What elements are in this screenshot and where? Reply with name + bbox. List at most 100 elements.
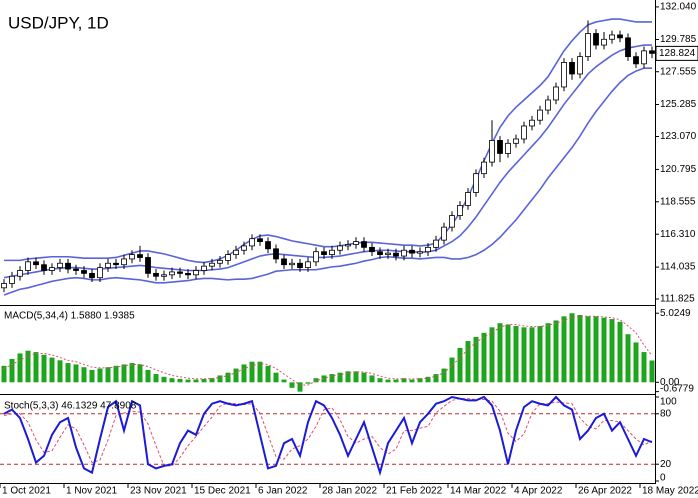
candle-body — [137, 254, 143, 258]
macd-bar — [145, 369, 151, 383]
candle-body — [273, 248, 279, 260]
candle-body — [417, 251, 423, 254]
stoch-main — [3, 395, 653, 477]
macd-bar — [9, 358, 15, 383]
x-tick-label: 14 Mar 2022 — [450, 486, 507, 497]
candle-body — [345, 244, 351, 247]
macd-bar — [441, 368, 447, 383]
macd-bar — [337, 372, 343, 383]
macd-bar — [561, 316, 567, 383]
y-tick-label: 0.00 — [660, 377, 680, 388]
y-tick-label: 0 — [660, 473, 666, 484]
candle-body — [569, 62, 575, 75]
x-tick-label: 18 May 2022 — [642, 486, 698, 497]
macd-bar — [73, 364, 79, 383]
macd-bar — [289, 382, 295, 388]
macd-bar — [265, 365, 271, 383]
candle-body — [257, 238, 263, 242]
candle-body — [297, 262, 303, 268]
candle-body — [561, 62, 567, 88]
macd-bar — [553, 320, 559, 383]
macd-bar — [281, 379, 287, 383]
macd-bar — [225, 372, 231, 383]
macd-bar — [257, 361, 263, 383]
macd-bar — [537, 325, 543, 383]
macd-bar — [57, 360, 63, 383]
macd-bar — [465, 341, 471, 383]
candle-body — [113, 262, 119, 266]
candle-body — [97, 267, 103, 279]
x-tick-label: 15 Dec 2021 — [194, 486, 251, 497]
candle-body — [353, 241, 359, 245]
candle-body — [41, 264, 47, 271]
y-tick-label: 111.825 — [660, 294, 695, 305]
x-tick-label: 4 Apr 2022 — [514, 486, 563, 497]
candle-body — [593, 33, 599, 46]
candle-body — [641, 50, 647, 65]
macd-bar — [49, 357, 55, 383]
macd-bar — [609, 319, 615, 383]
macd-bar — [17, 353, 23, 383]
y-tick-label: 123.070 — [660, 131, 697, 142]
macd-bar — [201, 378, 207, 383]
macd-bar — [633, 342, 639, 383]
candle-body — [313, 251, 319, 263]
candle-body — [305, 261, 311, 268]
candle-body — [337, 245, 343, 251]
macd-bar — [369, 375, 375, 383]
candle-body — [201, 265, 207, 271]
y-tick-label: 132.040 — [660, 2, 697, 13]
candle-body — [105, 262, 111, 268]
macd-bar — [249, 361, 255, 383]
candle-body — [121, 258, 127, 266]
candle-body — [329, 249, 335, 255]
candle-body — [209, 262, 215, 267]
candle-body — [553, 86, 559, 101]
macd-bar — [153, 374, 159, 383]
x-tick-label: 1 Nov 2021 — [66, 486, 118, 497]
candle-body — [601, 38, 607, 46]
candle-body — [265, 241, 271, 250]
candle-body — [489, 140, 495, 163]
candle-body — [185, 272, 191, 276]
candle-body — [433, 239, 439, 248]
macd-bar — [409, 379, 415, 383]
candle-body — [649, 50, 655, 54]
macd-bar — [233, 368, 239, 383]
macd-bar — [321, 375, 327, 383]
macd-bar — [345, 371, 351, 383]
candle-body — [161, 274, 167, 277]
macd-bar — [545, 323, 551, 383]
macd-bar — [97, 368, 103, 383]
candle-body — [249, 238, 255, 247]
macd-bar — [89, 369, 95, 383]
macd-bar — [649, 360, 655, 383]
macd-bar — [593, 316, 599, 383]
macd-bar — [521, 327, 527, 383]
candle-body — [89, 272, 95, 279]
candle-body — [217, 259, 223, 264]
macd-bar — [305, 382, 311, 384]
macd-bar — [577, 314, 583, 383]
macd-bar — [129, 363, 135, 383]
candle-body — [457, 205, 463, 216]
candle-body — [1, 283, 7, 289]
candle-body — [153, 272, 159, 277]
macd-bar — [617, 321, 623, 383]
price-label-box — [655, 45, 698, 61]
macd-bar — [529, 327, 535, 383]
candle-body — [361, 241, 367, 248]
macd-bar — [169, 378, 175, 383]
macd-bar — [161, 376, 167, 383]
candle-body — [321, 251, 327, 255]
candle-body — [225, 254, 231, 261]
macd-bar — [209, 378, 215, 383]
macd-bar — [105, 367, 111, 383]
y-tick-label: 127.555 — [660, 66, 697, 77]
candle-body — [473, 173, 479, 193]
candle-body — [73, 268, 79, 271]
candle-body — [9, 275, 15, 284]
y-tick-label: 118.555 — [660, 196, 696, 207]
candle-body — [505, 142, 511, 154]
chart-title: USD/JPY, 1D — [8, 13, 109, 32]
